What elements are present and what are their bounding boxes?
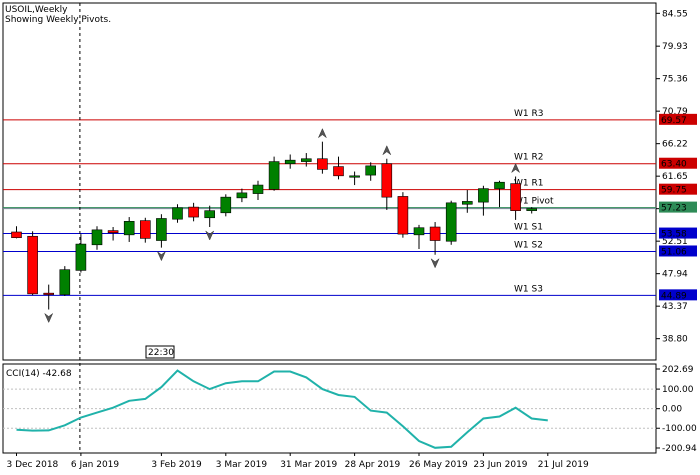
cci-indicator-label: CCI(14) -42.68	[6, 369, 72, 379]
candle-body	[123, 221, 135, 236]
candle-body	[43, 292, 55, 295]
pivot-price-value: 44.89	[661, 291, 687, 301]
candle-body	[252, 184, 264, 194]
candle-body	[284, 159, 296, 165]
fractal-down-arrow	[205, 230, 215, 241]
fractal-up-arrow	[382, 145, 392, 156]
candle-body	[381, 163, 393, 198]
candle-body	[349, 175, 360, 178]
candle-body	[172, 207, 183, 220]
pivot-label: W1 S3	[514, 284, 543, 294]
time-axis-label: 3 Dec 2018	[7, 460, 59, 470]
price-axis-label: 61.65	[662, 172, 688, 182]
candle-body	[59, 269, 71, 295]
fractal-down-arrow	[44, 312, 54, 324]
time-axis-label: 26 May 2019	[409, 460, 468, 470]
candle-body	[140, 220, 151, 239]
cci-axis-label: 202.69	[662, 365, 694, 375]
pivot-label: W1 Pivot	[514, 197, 554, 207]
fractal-up-arrow	[510, 162, 521, 174]
price-axis-label: 79.93	[662, 42, 688, 52]
candle-body	[11, 231, 22, 238]
main-panel-frame	[2, 2, 657, 361]
cci-axis-label: -200.94	[662, 444, 697, 454]
candle-body	[461, 201, 473, 205]
price-axis-label: 66.22	[662, 140, 688, 150]
cci-axis-label: 100.00	[662, 385, 694, 395]
pivot-label: W1 R3	[514, 109, 543, 119]
price-axis-label: 43.37	[662, 302, 688, 312]
pivot-price-box	[659, 201, 697, 213]
candle-body	[333, 166, 344, 177]
time-axis-label: 3 Feb 2019	[151, 460, 202, 470]
pivot-price-box	[659, 157, 697, 169]
price-axis-label: 47.94	[662, 270, 688, 280]
price-axis-label: 75.36	[662, 75, 688, 85]
price-axis-label: 70.79	[662, 107, 688, 117]
pivot-price-value: 51.06	[661, 247, 687, 257]
fractal-down-arrow	[156, 250, 167, 262]
candle-body	[156, 218, 167, 241]
cci-line	[16, 369, 548, 449]
pivot-price-value: 57.23	[661, 204, 687, 214]
candle-body	[204, 210, 215, 219]
time-axis-label: 6 Jan 2019	[71, 460, 119, 470]
pivot-label: W1 R1	[514, 179, 543, 189]
pivot-label: W1 S1	[514, 223, 543, 233]
candle-body	[413, 227, 425, 236]
cci-axis-label: 0.00	[662, 405, 682, 415]
time-axis-label: 23 Jun 2019	[473, 460, 527, 470]
candle-body	[236, 192, 248, 199]
candle-body	[445, 202, 457, 242]
price-axis-label: 52.51	[662, 237, 688, 247]
pivot-price-value: 53.58	[661, 230, 687, 240]
candle-body	[317, 158, 328, 170]
pivot-price-value: 59.75	[661, 186, 687, 196]
crosshair-time-box	[145, 345, 175, 359]
crosshair-time-label: 22:30	[148, 348, 174, 358]
pivot-price-box	[659, 183, 697, 195]
candle-body	[27, 235, 38, 295]
pivot-price-box	[659, 113, 697, 125]
candle-body	[365, 165, 377, 176]
candle-body	[429, 226, 441, 241]
price-axis-label: 84.55	[662, 9, 688, 19]
price-axis-label: 38.80	[662, 335, 688, 345]
pivots-subtitle: Showing Weekly Pivots.	[5, 15, 112, 25]
candle-body	[397, 196, 409, 235]
candle-body	[494, 181, 505, 189]
pivot-price-value: 69.57	[661, 116, 687, 126]
candle-body	[510, 183, 521, 211]
candle-body	[478, 188, 489, 203]
cci-axis-label: -100.00	[662, 424, 697, 434]
time-axis-label: 28 Apr 2019	[345, 460, 401, 470]
candle-body	[220, 196, 232, 214]
candle-body	[91, 229, 103, 246]
pivot-label: W1 R2	[514, 153, 543, 163]
pivot-price-box	[659, 227, 697, 239]
time-axis-label: 3 Mar 2019	[216, 460, 268, 470]
fractal-up-arrow	[317, 128, 328, 139]
pivot-label: W1 S2	[514, 240, 543, 250]
time-axis-label: 31 Mar 2019	[280, 460, 337, 470]
candle-body	[188, 206, 199, 218]
pivot-price-value: 63.40	[661, 160, 687, 170]
time-axis-label: 21 Jul 2019	[538, 460, 589, 470]
candle-body	[107, 230, 119, 234]
candle-body	[526, 208, 538, 211]
candle-body	[75, 243, 87, 271]
fractal-down-arrow	[430, 257, 440, 269]
candle-body	[268, 161, 280, 190]
candle-body	[300, 158, 312, 162]
symbol-title: USOIL,Weekly	[5, 5, 68, 15]
pivot-price-box	[659, 289, 697, 301]
pivot-price-box	[659, 245, 697, 257]
